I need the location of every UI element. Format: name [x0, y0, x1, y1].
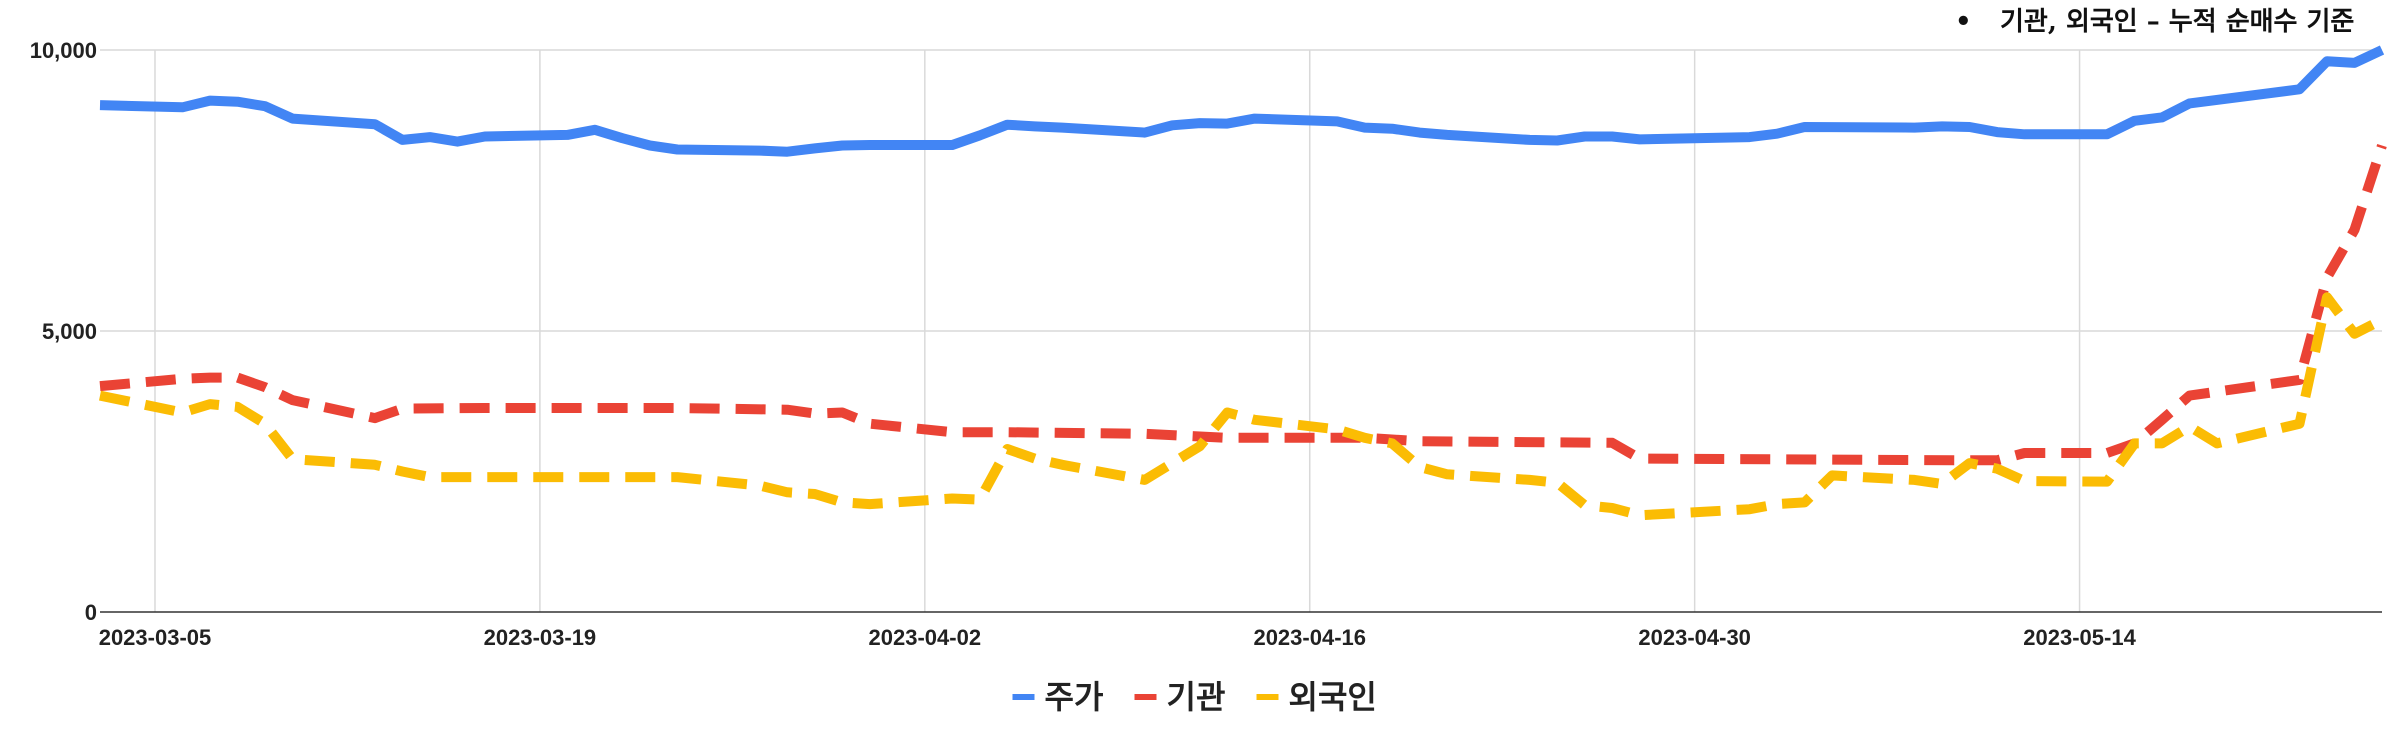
x-tick-label: 2023-03-05 — [99, 625, 212, 650]
legend-label: 주가 — [1045, 678, 1104, 716]
annotation-note: • 기관, 외국인 – 누적 순매수 기준 — [1955, 7, 2354, 37]
gridlines — [100, 49, 2382, 612]
x-tick-label: 2023-04-16 — [1253, 625, 1366, 650]
y-axis-tick-labels: 0 5,000 10,000 — [30, 38, 97, 625]
legend-item: 외국인 — [1256, 678, 1377, 716]
legend-item: 주가 — [1012, 678, 1104, 716]
legend: 주가 기관 외국인 — [1012, 678, 1377, 716]
y-tick-label: 0 — [85, 600, 97, 625]
legend-label: 기관 — [1167, 678, 1226, 716]
y-tick-label: 10,000 — [30, 38, 97, 63]
note-bullet: • — [1955, 7, 1972, 37]
series-line — [99, 45, 2385, 157]
series-lines — [98, 45, 2387, 521]
x-axis-tick-labels: 2023-03-05 2023-03-19 2023-04-02 2023-04-16… — [99, 625, 2137, 650]
note-text: 기관, 외국인 – 누적 순매수 기준 — [2000, 7, 2354, 37]
x-tick-label: 2023-05-14 — [2023, 625, 2136, 650]
x-tick-label: 2023-03-19 — [484, 625, 597, 650]
legend-label: 외국인 — [1289, 678, 1377, 716]
y-tick-label: 5,000 — [42, 319, 97, 344]
series-line — [99, 143, 2387, 466]
series-line — [98, 292, 2385, 521]
x-tick-label: 2023-04-30 — [1638, 625, 1751, 650]
x-tick-label: 2023-04-02 — [869, 625, 982, 650]
legend-item: 기관 — [1134, 678, 1226, 716]
